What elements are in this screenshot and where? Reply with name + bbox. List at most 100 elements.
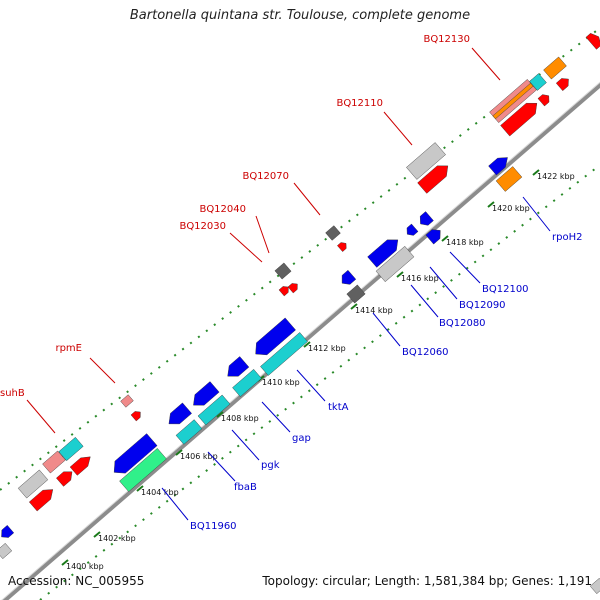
tick-mark (441, 235, 449, 242)
gene-cyan (197, 394, 231, 426)
gene-label-bottom: rpoH2 (552, 232, 582, 243)
gene-cyan-shape (58, 436, 84, 462)
label-leader-line (372, 312, 401, 347)
gene-red (555, 78, 569, 91)
label-leader-line (255, 215, 270, 254)
label-leader-line (261, 401, 291, 433)
gene-blue (193, 381, 220, 406)
tick-label: 1420 kbp (492, 204, 530, 213)
gene-red-shape (500, 102, 538, 137)
gene-darkgray-shape (274, 262, 292, 280)
tick-label: 1412 kbp (308, 344, 346, 353)
gene-red-shape (585, 33, 600, 50)
gene-blue (367, 239, 399, 268)
gene-blue-shape (419, 211, 434, 226)
gene-stripe (492, 82, 534, 120)
gene-cyan (175, 419, 203, 445)
gene-blue-shape (168, 402, 192, 425)
tick-mark (396, 271, 404, 278)
gene-cyan-shape (175, 419, 203, 445)
gene-blue (341, 269, 357, 285)
gene-red (56, 471, 73, 487)
tick-mark (61, 559, 69, 566)
gene-blue-shape (425, 229, 441, 245)
label-leader-line (89, 357, 116, 384)
gene-label-top: BQ12130 (423, 34, 470, 45)
gene-pink-shape (120, 394, 134, 408)
gene-blue (227, 356, 250, 377)
gene-cyan (529, 73, 547, 91)
gene-red (278, 286, 289, 297)
gene-red-shape (28, 489, 54, 512)
tick-label: 1402 kbp (98, 534, 136, 543)
gene-label-bottom: pgk (261, 460, 280, 471)
tick-label: 1404 kbp (141, 488, 179, 497)
gene-pink-shape (42, 450, 66, 474)
tick-mark (136, 485, 144, 492)
label-leader-line (161, 487, 189, 521)
gene-cyan-shape (197, 394, 231, 426)
gene-gray (375, 245, 415, 283)
gene-label-bottom: BQ11960 (190, 521, 237, 532)
gene-orange-shape (543, 56, 567, 80)
gene-red-shape (417, 165, 449, 194)
tick-mark (487, 201, 495, 208)
gene-gray-shape (0, 543, 13, 559)
gene-label-top: BQ12030 (179, 221, 226, 232)
gene-red (287, 283, 298, 294)
gene-red-shape (555, 78, 569, 91)
gene-gray-shape (406, 142, 446, 180)
gene-cyan-shape (232, 369, 262, 397)
gene-red (130, 411, 141, 422)
gene-cyan-shape (260, 332, 308, 376)
gene-blue (406, 223, 419, 236)
tick-label: 1418 kbp (446, 238, 484, 247)
gene-label-top: suhB (0, 388, 25, 399)
gene-blue (168, 402, 192, 425)
label-leader-line (522, 196, 551, 232)
gene-label-top: rpmE (55, 343, 82, 354)
label-leader-line (231, 429, 260, 461)
inner-feature-track (39, 164, 600, 600)
gene-red (69, 456, 91, 476)
gene-label-bottom: BQ12100 (482, 284, 529, 295)
tick-label: 1416 kbp (401, 274, 439, 283)
gene-blue-shape (255, 317, 296, 356)
gene-cyan (58, 436, 84, 462)
gene-label-top: BQ12040 (199, 204, 246, 215)
label-leader-line (26, 399, 56, 434)
gene-darkgray (274, 262, 292, 280)
genome-summary-text: Topology: circular; Length: 1,581,384 bp… (262, 574, 592, 588)
gene-blue-shape (341, 269, 357, 285)
gene-label-bottom: fbaB (234, 482, 257, 493)
gene-blue-shape (1, 525, 15, 538)
gene-gray (17, 469, 49, 499)
gene-blue (113, 433, 158, 474)
gene-red-shape (69, 456, 91, 476)
gene-blue (425, 229, 441, 245)
gene-cyan (232, 369, 262, 397)
gene-red (537, 94, 550, 107)
gene-pink (42, 450, 66, 474)
tick-label: 1400 kbp (66, 562, 104, 571)
gene-gray (0, 543, 13, 559)
gene-gray (589, 578, 600, 594)
label-leader-line (296, 369, 326, 402)
gene-orange-shape (495, 166, 523, 192)
label-leader-line (293, 182, 321, 216)
label-leader-line (207, 451, 236, 482)
map-title: Bartonella quintana str. Toulouse, compl… (129, 8, 471, 23)
gene-red (500, 102, 538, 137)
tick-label: 1414 kbp (355, 306, 393, 315)
tick-mark (93, 531, 101, 538)
gene-label-bottom: BQ12080 (439, 318, 486, 329)
gene-label-bottom: gap (292, 433, 311, 444)
gene-red-shape (130, 411, 141, 422)
gene-gray-shape (589, 578, 600, 594)
gene-red-shape (278, 286, 289, 297)
label-leader-line (471, 47, 501, 81)
gene-darkgray-shape (325, 225, 341, 241)
gene-label-top: BQ12110 (336, 98, 383, 109)
